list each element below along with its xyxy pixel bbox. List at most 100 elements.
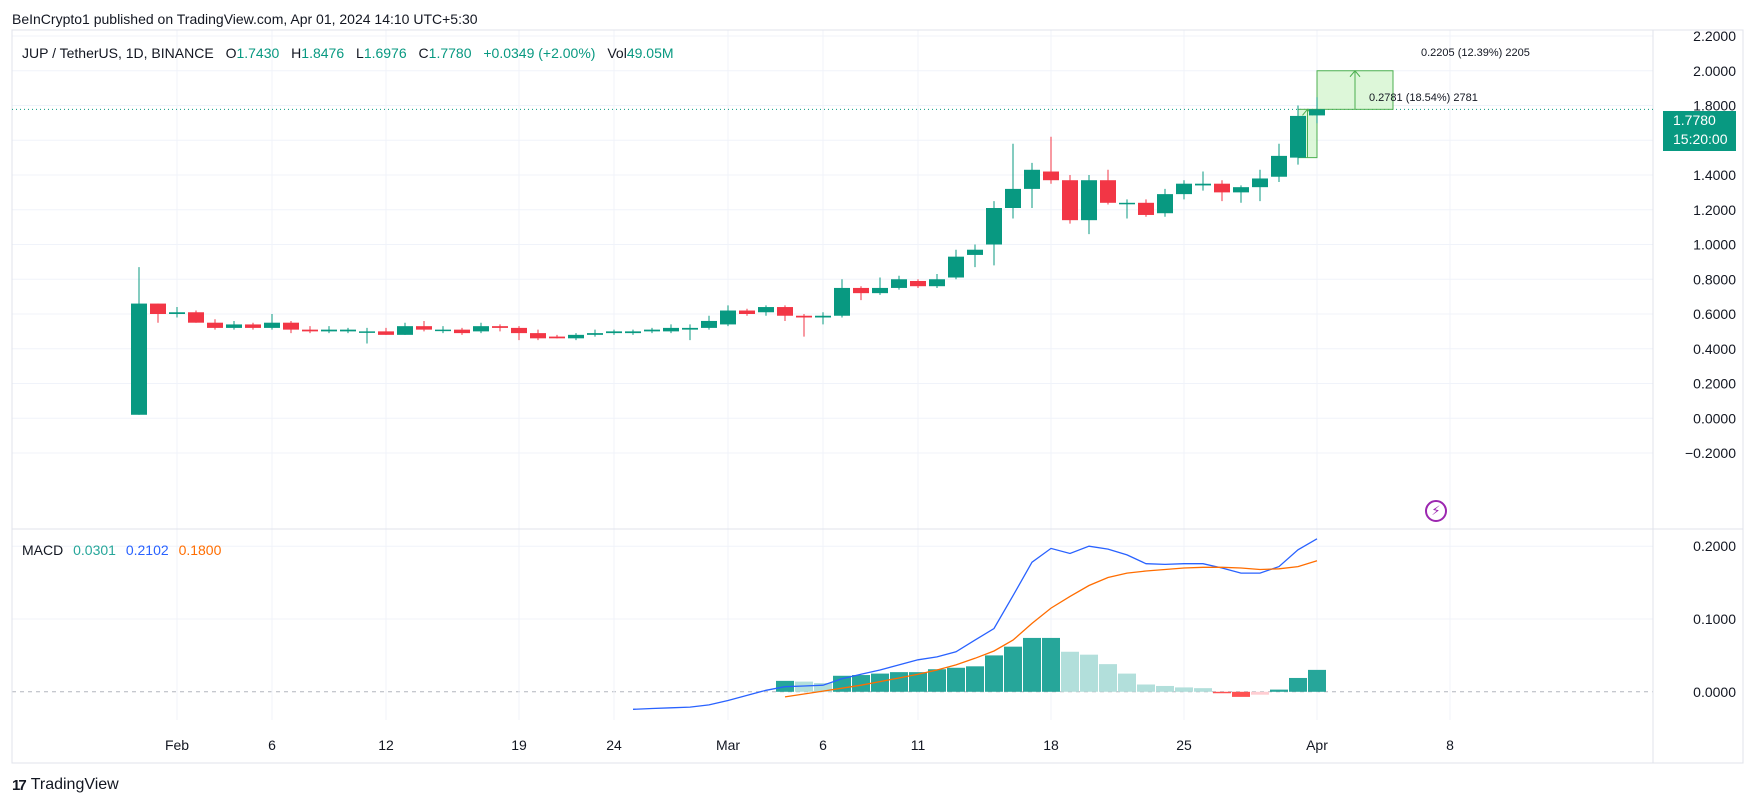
candle-body [1100,180,1116,203]
candle-up [1252,169,1268,202]
candle-body [359,331,375,333]
candle-body [378,331,394,335]
candle-down [454,327,470,335]
price-tick-label: −0.2000 [1685,445,1736,461]
macd-lines [632,538,1318,710]
chart-frame [11,29,1744,764]
candle-up [1290,105,1306,165]
price-tick-label: 2.0000 [1693,63,1736,79]
time-tick-label: 6 [819,737,827,753]
candle-up [758,305,774,316]
candle-up [587,329,603,337]
candle-up [834,279,850,318]
time-tick-label: Feb [165,737,189,753]
macd-tick-label: 0.2000 [1693,538,1736,554]
tradingview-logo[interactable]: 17 TradingView [12,776,119,794]
candle-body [1062,180,1078,221]
macd-histogram-bar [1156,685,1174,692]
candle-up [1271,143,1287,182]
macd-histogram [776,637,1326,697]
macd-signal-value: 0.1800 [178,542,222,558]
price-tick-label: 0.8000 [1693,271,1736,287]
measure-label-lower[interactable]: 0.2781 (18.54%) 2781 [1369,92,1478,104]
candle-down [1214,180,1230,202]
candle-up [226,320,242,330]
candle-body [606,331,622,334]
macd-histogram-bar [1270,689,1288,692]
candle-body [188,312,204,323]
candle-body [986,208,1002,245]
candle-body [815,315,831,318]
candle-down [1138,199,1154,217]
candle-down [853,286,869,301]
candle-down [283,320,299,334]
candle-up [321,326,337,334]
time-tick-label: Apr [1306,737,1328,753]
macd-histogram-value: 0.0301 [73,542,116,558]
candle-body [549,336,565,339]
macd-histogram-bar [966,666,984,692]
macd-histogram-bar [890,672,908,692]
candle-body [169,312,185,314]
time-tick-label: 18 [1043,737,1059,753]
last-price-value: 1.7780 [1673,112,1716,128]
candle-down [777,305,793,321]
candle-body [777,307,793,316]
candle-body [1119,202,1135,205]
candle-up [1081,175,1097,235]
candle-up [1176,180,1192,200]
candle-up [359,327,375,344]
candle-up [663,324,679,334]
candle-up [1024,162,1040,209]
candle-body [625,331,641,334]
macd-line [632,538,1318,710]
macd-histogram-bar [871,673,889,692]
macd-axis[interactable]: 0.2000 0.1000 0.0000 [1693,538,1736,700]
candle-down [796,314,812,337]
candle-body [663,327,679,332]
macd-histogram-bar [1042,637,1060,692]
macd-histogram-bar [1194,688,1212,692]
symbol-legend: JUP / TetherUS, 1D, BINANCE O1.7430 H1.8… [22,45,674,61]
candle-body [226,324,242,328]
candle-body [910,280,926,287]
price-axis[interactable]: 2.20002.00001.80001.60001.40001.20001.00… [1685,28,1736,461]
candle-body [283,322,299,330]
candle-body [245,324,261,328]
candle-body [207,322,223,328]
symbol-title[interactable]: JUP / TetherUS, 1D, BINANCE [22,45,214,61]
candle-body [568,334,584,339]
measure-label-upper[interactable]: 0.2205 (12.39%) 2205 [1421,47,1530,59]
candle-down [150,303,166,323]
candle-up [1309,97,1325,124]
macd-histogram-bar [795,681,813,692]
macd-legend: MACD 0.0301 0.2102 0.1800 [22,542,221,558]
time-tick-label: 24 [606,737,622,753]
candle-up [948,249,964,280]
candle-body [416,326,432,330]
price-tick-label: 0.4000 [1693,341,1736,357]
candle-body [1024,169,1040,189]
flash-icon[interactable]: ⚡ [1425,500,1447,522]
last-price-tag: 1.7780 15:20:00 [1663,111,1736,151]
candle-body [948,256,964,278]
time-tick-label: 6 [268,737,276,753]
candle-down [910,279,926,288]
candle-body [264,322,280,328]
candle-body [1252,178,1268,188]
price-tick-label: 0.0000 [1693,410,1736,426]
price-tick-label: 1.8000 [1693,98,1736,114]
macd-histogram-bar [985,655,1003,692]
high-label: H [291,45,302,61]
macd-signal-line [784,560,1318,698]
candle-body [796,315,812,318]
open-value: 1.7430 [236,45,280,61]
time-axis[interactable]: Feb 6 12 19 24 Mar 6 11 18 25 Apr 8 [165,737,1454,753]
macd-histogram-bar [1251,691,1269,695]
macd-histogram-bar [1118,673,1136,692]
candle-down [739,308,755,316]
candle-body [530,333,546,339]
candle-body [473,326,489,332]
macd-title[interactable]: MACD [22,542,64,558]
